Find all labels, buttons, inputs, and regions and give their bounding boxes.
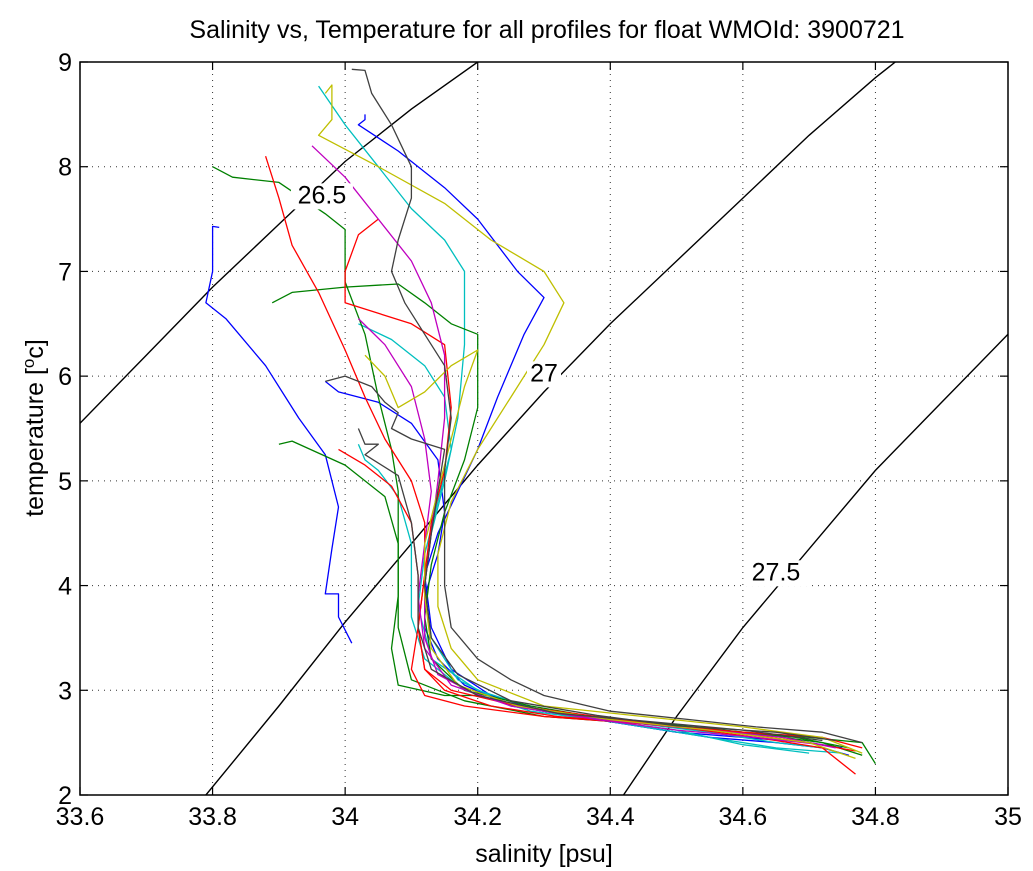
y-tick-label: 5	[58, 468, 72, 496]
x-tick-label: 34.4	[586, 803, 635, 831]
x-tick-label: 34.6	[719, 803, 768, 831]
profile-line-17	[351, 68, 863, 744]
y-axis-label-main: temperature [	[21, 368, 49, 517]
profile-line-11	[344, 218, 863, 749]
x-tick-label: 34.8	[851, 803, 900, 831]
y-tick-label: 6	[58, 363, 72, 391]
contour-label-background	[745, 560, 807, 587]
density-contours	[80, 62, 1008, 795]
y-tick-label: 2	[58, 782, 72, 810]
profile-lines	[205, 68, 876, 775]
profile-line-1	[205, 225, 353, 644]
y-tick-label: 4	[58, 573, 72, 601]
x-tick-label: 35	[994, 803, 1022, 831]
profile-line-9	[278, 440, 863, 756]
x-tick-label: 33.8	[188, 803, 237, 831]
profile-line-5	[358, 323, 823, 749]
density-contour-26.5	[80, 62, 479, 424]
profile-line-14	[357, 318, 823, 746]
chart-title: Salinity vs, Temperature for all profile…	[189, 16, 904, 44]
x-axis-label: salinity [psu]	[475, 840, 613, 868]
y-axis-label-superscript: o	[19, 359, 38, 368]
density-contour-27.5	[622, 333, 1008, 795]
y-axis-label: temperature [oc]	[19, 339, 49, 517]
y-axis-label-tail: c]	[21, 339, 49, 358]
profile-line-8	[271, 283, 850, 749]
contour-label-26.5: 26.5	[298, 181, 347, 209]
density-contour-labels: 26.5 27 27.5	[290, 181, 807, 587]
profile-line-16	[364, 349, 856, 760]
y-tick-label: 3	[58, 677, 72, 705]
grid-lines	[79, 61, 1009, 796]
profile-line-18	[325, 375, 836, 742]
profile-line-4	[318, 85, 843, 754]
profile-line-15	[317, 84, 863, 754]
profile-line-19	[357, 428, 823, 742]
profile-line-10	[264, 156, 856, 775]
contour-label-27.5: 27.5	[752, 558, 801, 586]
contour-label-27: 27	[530, 359, 558, 387]
plot-frame	[79, 61, 1009, 796]
contour-label-background	[290, 183, 353, 210]
contour-label-background	[527, 361, 561, 388]
y-tick-label: 7	[58, 258, 72, 286]
x-tick-label: 34	[331, 803, 359, 831]
x-tick-label: 34.2	[453, 803, 502, 831]
y-tick-label: 9	[58, 49, 72, 77]
profile-line-7	[212, 166, 876, 764]
x-tick-label: 33.6	[56, 803, 105, 831]
y-tick-label: 8	[58, 154, 72, 182]
density-contour-27	[205, 62, 896, 795]
